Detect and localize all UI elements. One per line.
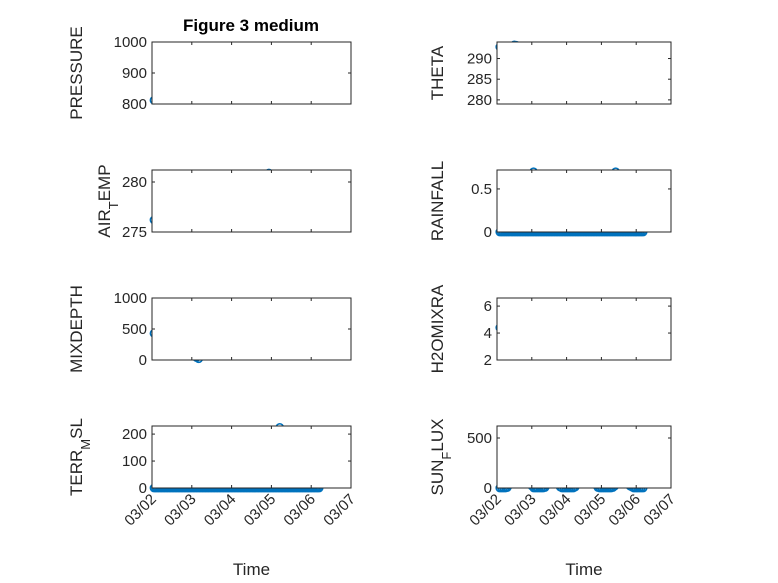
x-tick-label: 03/06 — [605, 491, 644, 530]
axes-frame — [496, 41, 672, 105]
y-tick-label: 280 — [122, 174, 147, 191]
y-axis-label: TERRMSL — [67, 418, 93, 496]
x-tick-label: 03/03 — [501, 491, 540, 530]
y-tick-label: 500 — [467, 430, 492, 447]
y-tick-label: 275 — [122, 224, 147, 241]
y-tick-label: 100 — [122, 453, 147, 470]
y-axis-label: MIXDEPTH — [67, 285, 86, 373]
y-tick-label: 1000 — [114, 290, 147, 307]
y-tick-label: 0 — [484, 480, 492, 497]
subplot-mid2-right: 2 4 6 H2OMIXRA — [428, 284, 672, 373]
y-tick-label: 6 — [484, 298, 492, 315]
y-axis-label: RAINFALL — [428, 161, 447, 241]
x-tick-label: 03/05 — [241, 491, 280, 530]
axes-frame — [496, 425, 672, 489]
y-tick-label: 500 — [122, 321, 147, 338]
subplot-top-right: 280 285 290 THETA — [428, 40, 672, 109]
x-axis-label: Time — [233, 560, 270, 579]
subplot-mid1-right: 0 0.5 RAINFALL — [428, 161, 672, 241]
x-tick-label: 03/05 — [571, 491, 610, 530]
y-axis-label: SUNFLUX — [428, 419, 454, 496]
y-tick-label: 290 — [467, 51, 492, 68]
figure-title: Figure 3 medium — [183, 16, 319, 35]
axes-frame — [496, 297, 672, 361]
x-tick-label: 03/07 — [640, 491, 679, 530]
axes-frame — [151, 169, 352, 233]
y-axis-label: PRESSURE — [67, 26, 86, 120]
axes-frame — [151, 297, 352, 361]
y-tick-label: 1000 — [114, 34, 147, 51]
x-axis-label: Time — [565, 560, 602, 579]
axes-frame — [151, 425, 352, 489]
y-tick-label: 285 — [467, 71, 492, 88]
y-tick-label: 2 — [484, 352, 492, 369]
y-tick-label: 0 — [139, 352, 147, 369]
y-axis-label: AIRTEMP — [95, 164, 121, 237]
x-tick-label: 03/04 — [201, 491, 240, 530]
x-tick-label: 03/06 — [280, 491, 319, 530]
y-tick-label: 200 — [122, 426, 147, 443]
y-tick-label: 0.5 — [471, 181, 492, 198]
axes-frame — [496, 169, 672, 233]
x-tick-label: 03/03 — [161, 491, 200, 530]
y-axis-label: THETA — [428, 45, 447, 100]
x-tick-label: 03/07 — [320, 491, 359, 530]
subplot-mid2-left: 0 500 1000 MIXDEPTH — [67, 285, 352, 373]
y-axis-label: H2OMIXRA — [428, 284, 447, 373]
axes-frame — [151, 41, 352, 105]
y-tick-label: 0 — [484, 224, 492, 241]
y-tick-label: 280 — [467, 92, 492, 109]
x-tick-label: 03/04 — [536, 491, 575, 530]
y-tick-label: 0 — [139, 480, 147, 497]
subplot-top-left: 800 900 1000 PRESSURE — [67, 26, 352, 120]
y-tick-label: 900 — [122, 65, 147, 82]
y-tick-label: 800 — [122, 96, 147, 113]
subplot-bottom-right: 050003/0203/0303/0403/0503/0603/07SUNFLU… — [428, 419, 679, 579]
y-tick-label: 4 — [484, 325, 492, 342]
